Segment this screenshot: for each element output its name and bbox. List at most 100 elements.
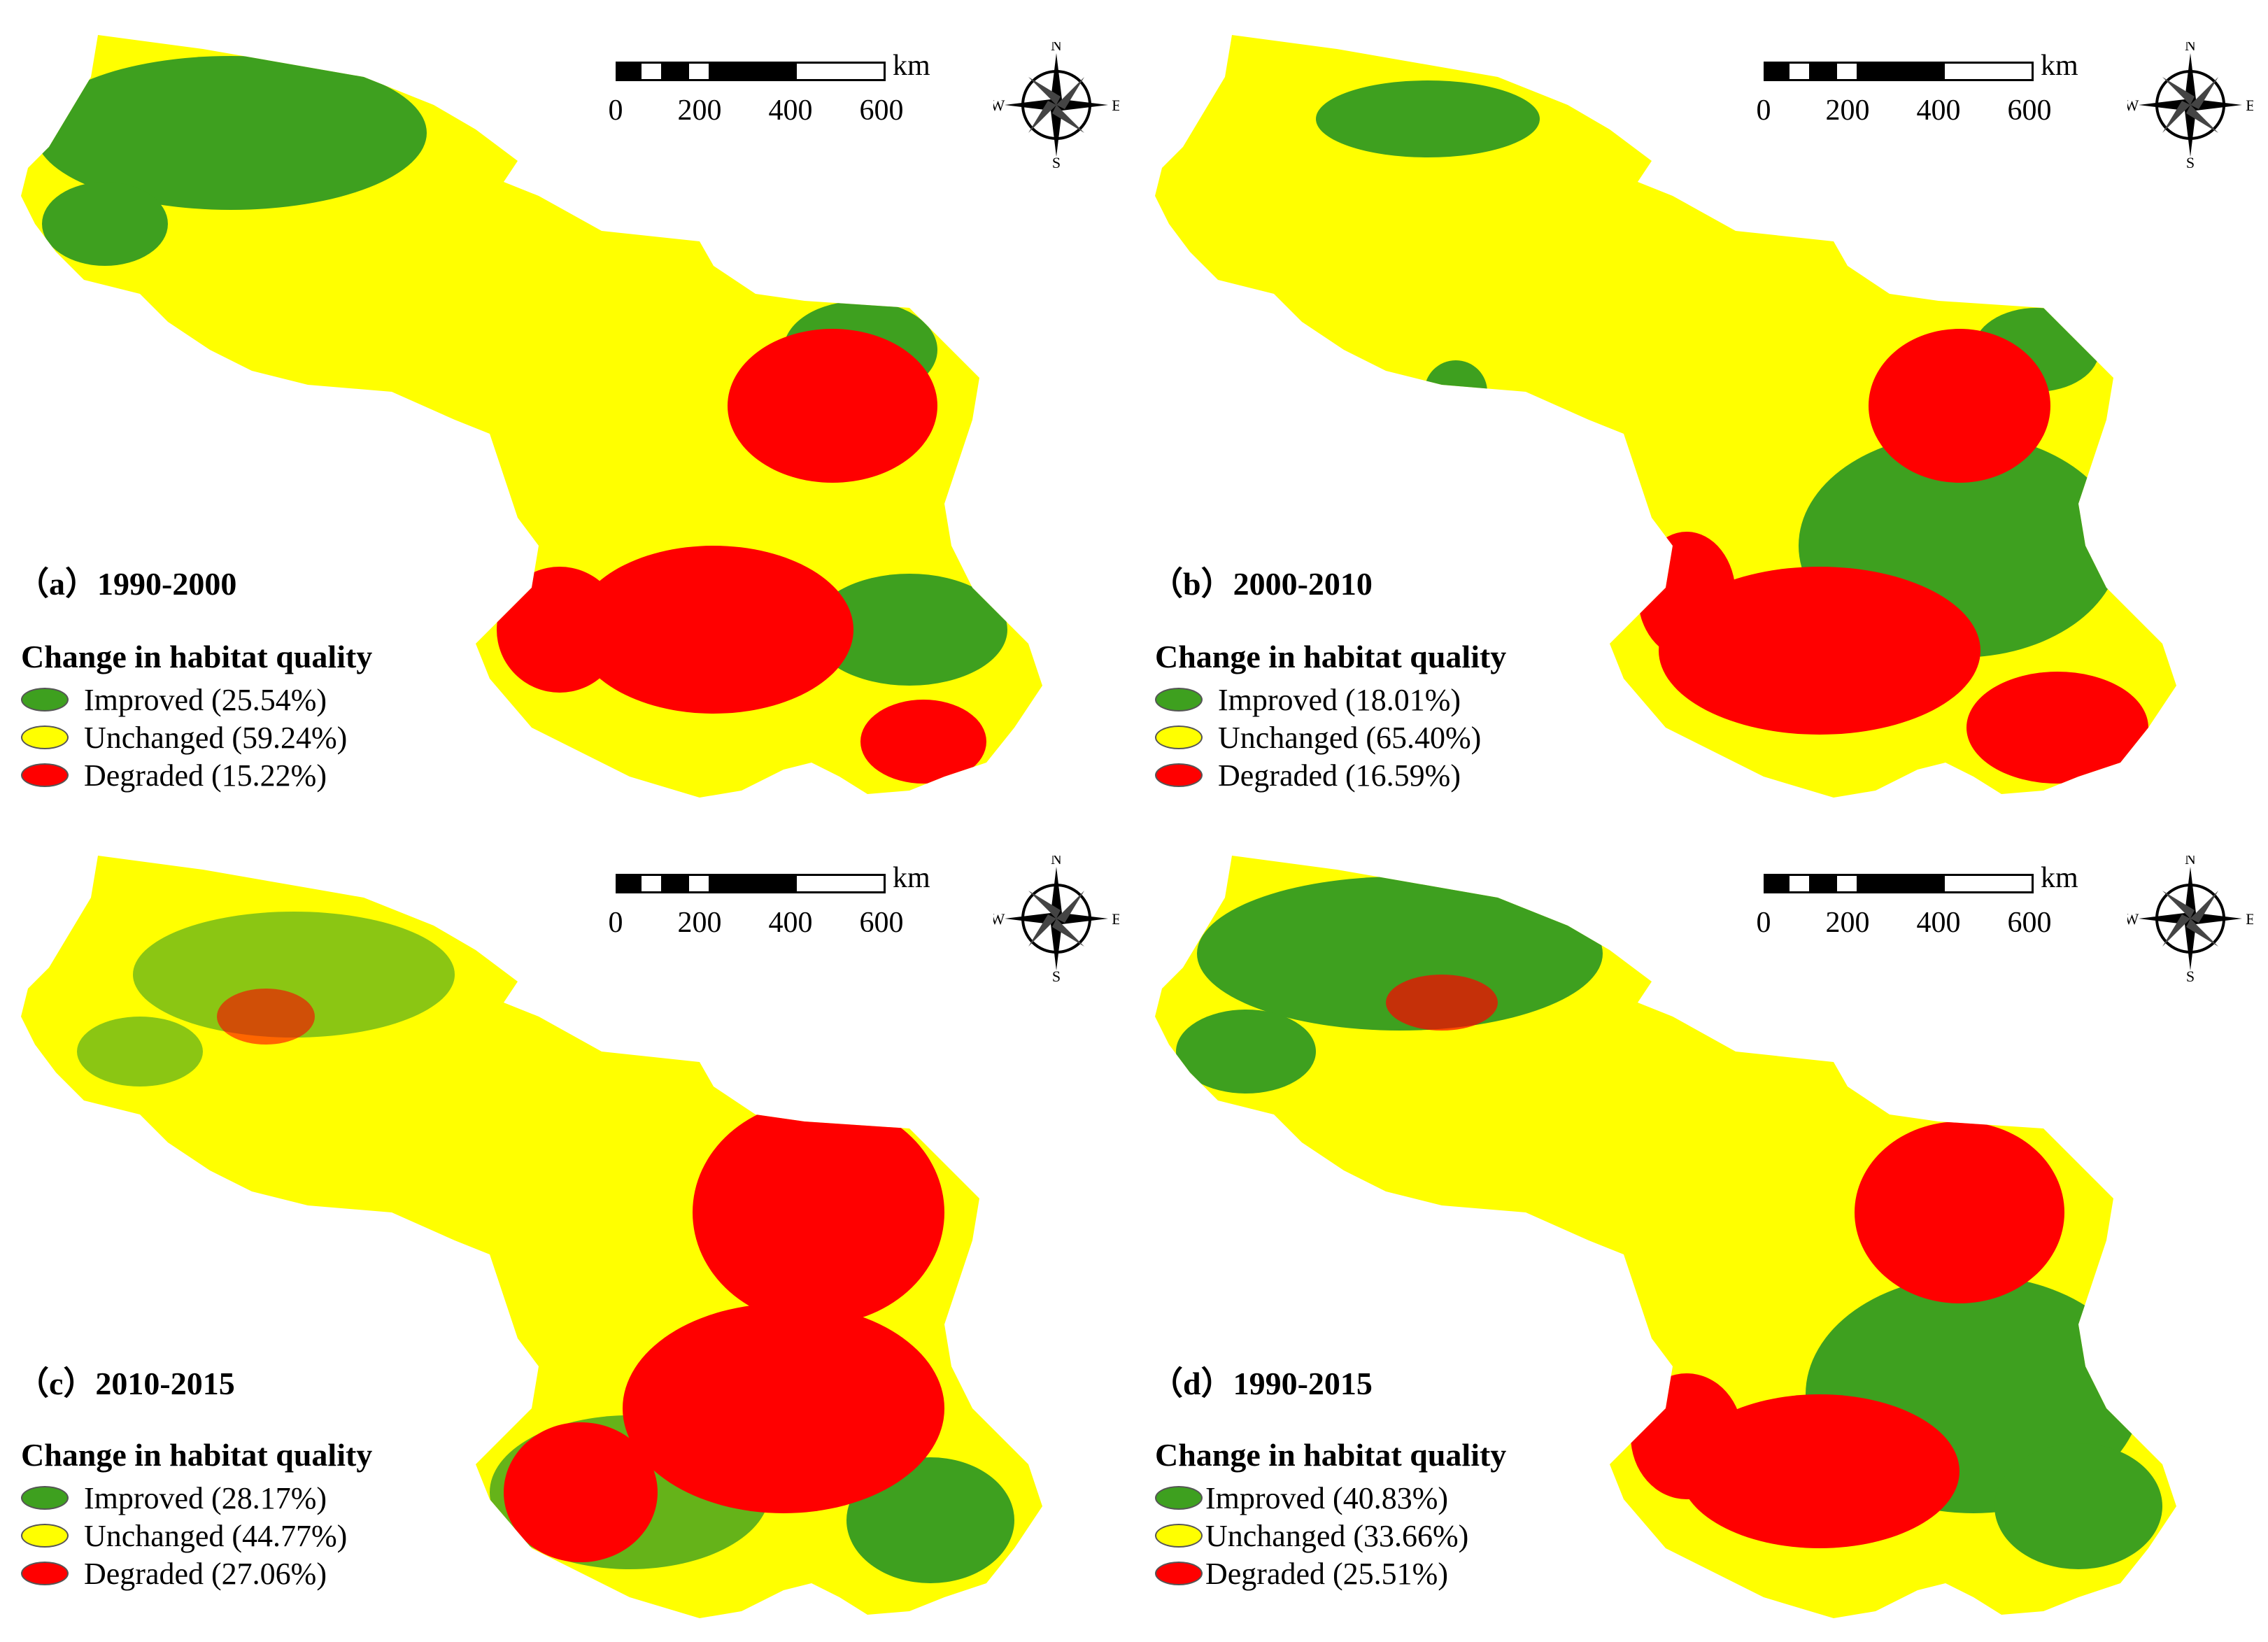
legend-title: Change in habitat quality bbox=[21, 1437, 373, 1473]
map-panel-b: km 0 200 400 600 N S E W （b）2000-2010 Ch… bbox=[1134, 0, 2268, 821]
scale-tick: 200 bbox=[677, 907, 722, 939]
legend-item-unchanged: Unchanged (33.66%) bbox=[1155, 1517, 1506, 1555]
habitat-change-map bbox=[21, 35, 1042, 798]
north-arrow-icon: N S E W bbox=[993, 856, 1119, 982]
degraded-patch-southeast bbox=[860, 700, 986, 784]
compass-s: S bbox=[2186, 968, 2195, 982]
improved-patch-north bbox=[133, 912, 455, 1038]
degraded-patch-southwest bbox=[1631, 1373, 1743, 1499]
compass-s: S bbox=[1052, 968, 1061, 982]
north-arrow-icon: N S E W bbox=[2127, 856, 2253, 982]
legend-label: Improved (28.17%) bbox=[84, 1480, 327, 1515]
scale-tick: 600 bbox=[859, 907, 904, 939]
improved-patch-center bbox=[1424, 360, 1487, 423]
legend-label: Degraded (16.59%) bbox=[1218, 758, 1461, 793]
legend-title: Change in habitat quality bbox=[1155, 1437, 1507, 1473]
scale-bar: km 0 200 400 600 bbox=[1757, 862, 2085, 951]
improved-patch-southeast bbox=[1994, 1443, 2162, 1569]
improved-patch-west bbox=[42, 182, 168, 266]
improved-patch-north bbox=[1316, 80, 1540, 157]
scale-tick: 0 bbox=[608, 907, 623, 939]
swatch-unchanged-icon bbox=[1155, 726, 1203, 749]
scale-tick: 400 bbox=[768, 907, 813, 939]
scale-tick: 200 bbox=[1825, 94, 1870, 127]
legend-item-improved: Improved (28.17%) bbox=[21, 1479, 372, 1517]
legend-title: Change in habitat quality bbox=[21, 639, 373, 674]
legend-label: Unchanged (59.24%) bbox=[84, 720, 348, 755]
degraded-patch-south bbox=[574, 546, 853, 714]
legend-item-degraded: Degraded (16.59%) bbox=[1155, 756, 1506, 794]
panel-label: （b）2000-2010 bbox=[1151, 566, 1373, 602]
legend: Change in habitat quality Improved (28.1… bbox=[21, 1436, 372, 1592]
legend: Change in habitat quality Improved (25.5… bbox=[21, 638, 372, 794]
panel-label: （d）1990-2015 bbox=[1151, 1366, 1373, 1401]
scale-tick: 600 bbox=[2007, 907, 2052, 939]
legend-label: Improved (25.54%) bbox=[84, 682, 327, 717]
degraded-patch-northwest bbox=[1386, 975, 1498, 1031]
degraded-patch-northeast bbox=[1855, 1121, 2064, 1303]
legend-item-unchanged: Unchanged (44.77%) bbox=[21, 1517, 372, 1555]
compass-w: W bbox=[993, 97, 1005, 114]
improved-patch-southeast bbox=[846, 1457, 1014, 1583]
scale-bar: km 0 200 400 600 bbox=[609, 50, 937, 139]
compass-n: N bbox=[1051, 856, 1062, 868]
compass-w: W bbox=[2127, 97, 2139, 114]
legend-label: Unchanged (33.66%) bbox=[1205, 1518, 1469, 1553]
degraded-patch-southwest bbox=[504, 1422, 658, 1562]
legend-item-degraded: Degraded (25.51%) bbox=[1155, 1555, 1506, 1592]
legend-label: Improved (18.01%) bbox=[1218, 682, 1461, 717]
legend-title: Change in habitat quality bbox=[1155, 639, 1507, 674]
legend-item-improved: Improved (18.01%) bbox=[1155, 681, 1506, 719]
legend-label: Unchanged (65.40%) bbox=[1218, 720, 1482, 755]
degraded-patch-center bbox=[623, 1303, 944, 1513]
compass-e: E bbox=[2246, 97, 2253, 114]
legend-item-unchanged: Unchanged (65.40%) bbox=[1155, 719, 1506, 756]
degraded-patch-south bbox=[1659, 567, 1980, 735]
legend-item-degraded: Degraded (27.06%) bbox=[21, 1555, 372, 1592]
map-panel-d: km 0 200 400 600 N S E W （d）1990-2015 Ch… bbox=[1134, 821, 2268, 1641]
degraded-patch-southwest bbox=[1638, 532, 1736, 658]
panel-label: （c）2010-2015 bbox=[17, 1366, 235, 1401]
scale-bar: km 0 200 400 600 bbox=[1757, 50, 2085, 139]
scale-tick: 400 bbox=[768, 94, 813, 127]
legend-item-unchanged: Unchanged (59.24%) bbox=[21, 719, 372, 756]
degraded-patch-northwest bbox=[217, 989, 315, 1045]
legend-label: Degraded (27.06%) bbox=[84, 1556, 327, 1591]
legend-label: Degraded (25.51%) bbox=[1205, 1556, 1448, 1591]
improved-patch-west bbox=[1176, 1010, 1316, 1094]
scale-unit: km bbox=[893, 50, 930, 82]
north-arrow-icon: N S E W bbox=[2127, 42, 2253, 168]
compass-s: S bbox=[1052, 154, 1061, 168]
scale-tick: 0 bbox=[608, 94, 623, 127]
legend: Change in habitat quality Improved (40.8… bbox=[1155, 1436, 1506, 1592]
compass-e: E bbox=[2246, 910, 2253, 928]
scale-tick: 400 bbox=[1916, 94, 1961, 127]
compass-w: W bbox=[993, 910, 1005, 928]
degraded-patch-northeast bbox=[728, 329, 937, 483]
scale-tick: 200 bbox=[1825, 907, 1870, 939]
swatch-degraded-icon bbox=[1155, 763, 1203, 787]
improved-patch-north bbox=[1197, 877, 1603, 1031]
swatch-degraded-icon bbox=[21, 1562, 69, 1585]
swatch-degraded-icon bbox=[1155, 1562, 1203, 1585]
habitat-change-map bbox=[21, 856, 1042, 1618]
degraded-patch-northeast bbox=[1869, 329, 2050, 483]
legend-label: Degraded (15.22%) bbox=[84, 758, 327, 793]
legend-label: Unchanged (44.77%) bbox=[84, 1518, 348, 1553]
legend-label: Improved (40.83%) bbox=[1205, 1480, 1449, 1515]
map-panel-a: km 0 200 400 600 N S E W （a）1990-2000 Ch… bbox=[0, 0, 1134, 821]
panel-label: （a）1990-2000 bbox=[17, 566, 237, 602]
north-arrow-icon: N S E W bbox=[993, 42, 1119, 168]
scale-bar: km 0 200 400 600 bbox=[609, 862, 937, 951]
swatch-improved-icon bbox=[21, 688, 69, 712]
degraded-patch-northeast bbox=[693, 1100, 944, 1324]
legend: Change in habitat quality Improved (18.0… bbox=[1155, 638, 1506, 794]
compass-n: N bbox=[1051, 42, 1062, 54]
scale-tick: 0 bbox=[1756, 94, 1771, 127]
scale-tick: 400 bbox=[1916, 907, 1961, 939]
legend-item-improved: Improved (25.54%) bbox=[21, 681, 372, 719]
compass-n: N bbox=[2185, 42, 2196, 54]
improved-patch-north bbox=[35, 56, 427, 210]
degraded-patch-south bbox=[1680, 1394, 1959, 1548]
swatch-improved-icon bbox=[1155, 1486, 1203, 1510]
